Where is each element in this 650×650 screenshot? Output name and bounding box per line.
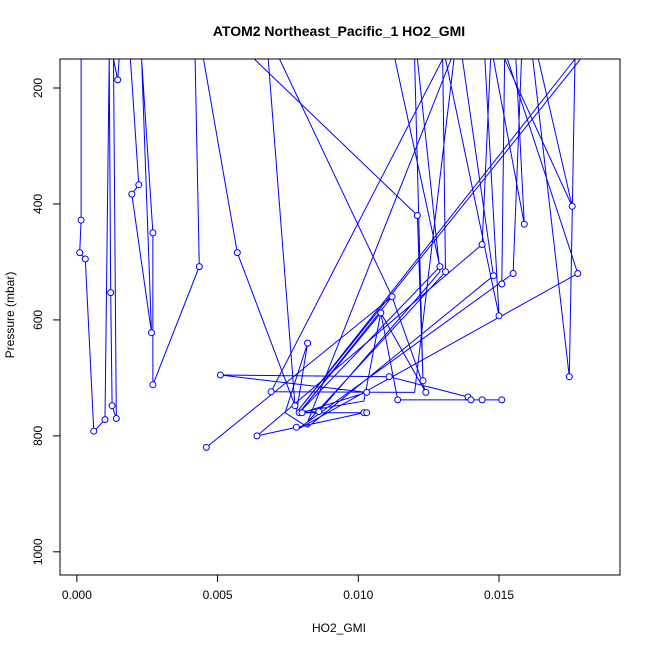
- data-point: [298, 409, 306, 417]
- data-point: [495, 312, 503, 320]
- x-axis-label: HO2_GMI: [312, 621, 366, 635]
- data-point: [498, 280, 506, 288]
- data-point: [148, 329, 155, 337]
- data-point: [149, 381, 157, 389]
- data-point: [149, 229, 157, 237]
- y-tick-label: 800: [31, 426, 45, 446]
- data-point: [90, 427, 98, 435]
- series-line-2: [220, 58, 582, 437]
- data-point: [112, 415, 120, 422]
- data-point: [489, 272, 497, 280]
- data-point: [216, 371, 224, 379]
- y-tick-label: 200: [31, 78, 45, 98]
- data-point: [478, 396, 486, 404]
- data-point: [101, 416, 109, 424]
- data-point: [291, 402, 299, 410]
- data-point: [520, 220, 528, 228]
- data-point: [77, 216, 85, 224]
- data-point: [413, 212, 421, 219]
- data-point: [292, 423, 300, 431]
- chart-title: ATOM2 Northeast_Pacific_1 HO2_GMI: [213, 23, 465, 39]
- x-tick-label: 0.010: [343, 588, 373, 602]
- x-tick-label: 0.005: [203, 588, 233, 602]
- axes: 0.000 0.005 0.010 0.015 200 400 600 800 1000: [31, 78, 514, 602]
- data-point: [363, 388, 371, 396]
- data-point: [107, 289, 115, 297]
- y-tick-label: 1000: [31, 538, 45, 565]
- data-point: [509, 270, 517, 277]
- data-point: [304, 339, 312, 347]
- x-tick-label: 0.000: [62, 588, 92, 602]
- data-point: [394, 396, 402, 404]
- data-point: [202, 443, 210, 451]
- data-point: [233, 249, 241, 257]
- data-point: [422, 388, 430, 396]
- data-point: [128, 190, 136, 198]
- series-line-1: [79, 58, 441, 448]
- data-point: [568, 202, 576, 210]
- data-point: [467, 396, 475, 404]
- data-point: [135, 181, 143, 189]
- data-point: [574, 270, 582, 277]
- data-point: [388, 293, 396, 301]
- y-tick-label: 600: [31, 310, 45, 330]
- data-point: [442, 268, 449, 276]
- data-point: [315, 408, 323, 415]
- data-point: [385, 373, 393, 381]
- data-point: [81, 255, 89, 263]
- data-point: [267, 388, 275, 396]
- data-point: [478, 241, 486, 248]
- data-point: [419, 377, 427, 385]
- data-point: [363, 409, 371, 417]
- y-axis-label: Pressure (mbar): [3, 272, 17, 359]
- data-point: [498, 396, 506, 404]
- series-layer: [79, 58, 582, 448]
- data-point: [114, 76, 122, 84]
- marker-layer: [76, 76, 582, 451]
- data-point: [436, 263, 444, 271]
- data-point: [108, 402, 116, 410]
- data-point: [195, 263, 203, 271]
- data-point: [253, 432, 261, 440]
- data-point: [377, 309, 385, 317]
- x-tick-label: 0.015: [484, 588, 514, 602]
- data-point: [565, 373, 573, 381]
- plot-frame: [59, 58, 621, 576]
- data-point: [76, 249, 84, 257]
- y-tick-label: 400: [31, 194, 45, 214]
